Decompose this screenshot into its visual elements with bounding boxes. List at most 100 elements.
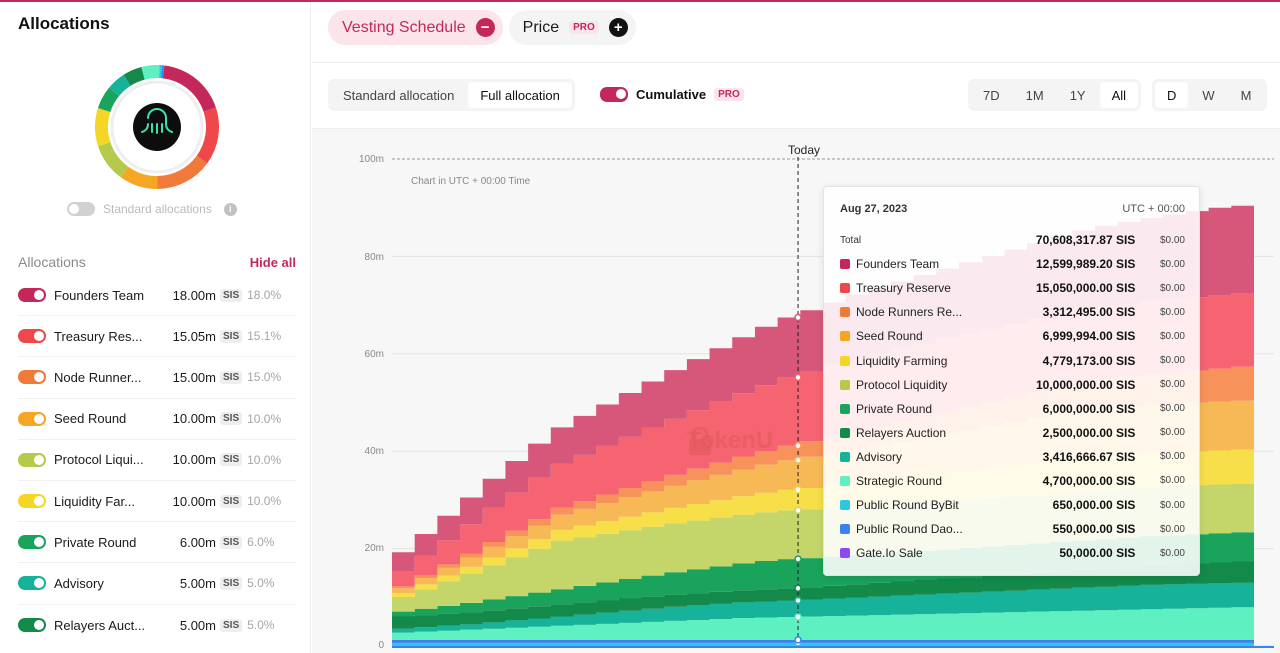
range-all[interactable]: All [1099, 82, 1139, 108]
area-series-advisory[interactable] [392, 582, 1254, 633]
tooltip-series-name: Total [840, 234, 862, 246]
hide-all-link[interactable]: Hide all [249, 254, 296, 270]
allocation-toggle[interactable] [18, 329, 46, 344]
allocation-toggle[interactable] [18, 535, 46, 550]
cumulative-toggle[interactable]: Cumulative PRO [600, 87, 744, 102]
donut-segment[interactable] [161, 65, 165, 79]
allocation-row[interactable]: Founders Team 18.00m SIS 18.0% [18, 275, 296, 317]
range-1y[interactable]: 1Y [1069, 87, 1086, 103]
donut-segment[interactable] [162, 65, 216, 112]
allocation-percent: 18.0% [247, 288, 282, 303]
series-marker [794, 596, 802, 605]
tooltip-header: Aug 27, 2023 UTC + 00:00 [840, 203, 1185, 215]
tooltip-usd: $0.00 [1159, 451, 1185, 463]
allocation-toggle[interactable] [18, 370, 46, 385]
tab-price[interactable]: Price PRO + [508, 10, 636, 45]
allocation-mode-switch: Standard allocation Full allocation [328, 79, 575, 111]
full-allocation-option[interactable]: Full allocation [468, 82, 572, 108]
donut-segment[interactable] [97, 87, 120, 112]
info-icon[interactable]: i [223, 202, 237, 216]
series-marker [794, 506, 802, 515]
standard-allocations-toggle[interactable]: Standard allocations i [67, 202, 237, 216]
allocation-toggle[interactable] [18, 494, 46, 509]
series-swatch [840, 403, 850, 414]
series-swatch [840, 307, 850, 318]
tooltip-row: Treasury Reserve 15,050,000.00 SIS $0.00 [840, 276, 1185, 300]
range-7d[interactable]: 7D [983, 87, 1000, 103]
allocation-row[interactable]: Treasury Res... 15.05m SIS 15.1% [18, 316, 296, 358]
allocation-donut[interactable] [88, 58, 226, 196]
interval-week[interactable]: W [1202, 87, 1215, 103]
allocation-row[interactable]: Relayers Auct... 5.00m SIS 5.0% [18, 605, 296, 646]
allocation-toggle[interactable] [18, 452, 46, 467]
donut-segment[interactable] [109, 74, 131, 96]
donut-segment[interactable] [120, 166, 158, 189]
allocation-row[interactable]: Seed Round 10.00m SIS 10.0% [18, 399, 296, 440]
range-selector: 7D 1M 1Y All [968, 79, 1142, 111]
area-series-public-round-buybit[interactable] [392, 642, 1254, 646]
tooltip-rows: Total 70,608,317.87 SIS $0.00 Founders Team… [840, 228, 1185, 565]
series-swatch [840, 355, 850, 366]
area-series-strategic-round[interactable] [392, 607, 1254, 640]
tooltip-usd: $0.00 [1159, 499, 1185, 511]
allocation-row[interactable]: Advisory 5.00m SIS 5.0% [18, 563, 296, 605]
series-swatch [840, 451, 850, 462]
plus-icon[interactable]: + [608, 18, 628, 37]
token-badge: SIS [220, 288, 243, 302]
minus-icon[interactable]: − [475, 18, 495, 37]
donut-segment[interactable] [141, 65, 160, 80]
interval-month[interactable]: M [1240, 87, 1252, 103]
allocation-row[interactable]: Protocol Liqui... 10.00m SIS 10.0% [18, 440, 296, 481]
tooltip-usd: $0.00 [1159, 258, 1185, 270]
donut-segment[interactable] [159, 65, 163, 79]
allocation-percent: 15.0% [247, 370, 282, 385]
allocation-row[interactable]: Private Round 6.00m SIS 6.0% [18, 522, 296, 564]
tooltip-row: Liquidity Farming 4,779,173.00 SIS $0.00 [840, 348, 1185, 372]
tooltip-series-name: Gate.Io Sale [856, 546, 923, 561]
allocations-list-header: Allocations Hide all [18, 254, 296, 270]
tooltip-amount: 6,999,994.00 SIS [1042, 329, 1136, 344]
tooltip-amount: 12,599,989.20 SIS [1035, 257, 1136, 272]
allocation-row[interactable]: Liquidity Far... 10.00m SIS 10.0% [18, 481, 296, 523]
interval-day[interactable]: D [1155, 82, 1189, 108]
donut-segment[interactable] [95, 107, 111, 147]
cumulative-switch[interactable] [600, 87, 628, 102]
allocation-percent: 5.0% [247, 576, 275, 591]
pro-badge: PRO [569, 21, 599, 34]
allocation-toggle[interactable] [18, 411, 46, 426]
allocation-row[interactable]: Node Runner... 15.00m SIS 15.0% [18, 357, 296, 399]
allocation-name: Advisory [54, 575, 104, 591]
tooltip-row: Seed Round 6,999,994.00 SIS $0.00 [840, 324, 1185, 348]
tooltip-usd: $0.00 [1159, 427, 1185, 439]
tooltip-total-row: Total 70,608,317.87 SIS $0.00 [840, 228, 1185, 252]
donut-segment[interactable] [123, 66, 145, 86]
donut-segment[interactable] [196, 107, 219, 164]
allocation-toggle[interactable] [18, 288, 46, 303]
tooltip-series-name: Node Runners Re... [856, 305, 963, 320]
y-tick-label: 80m [364, 252, 384, 263]
vesting-chart[interactable]: Today Chart in UTC + 00:00 Time 100m 80m… [312, 129, 1280, 653]
donut-segment[interactable] [98, 142, 129, 178]
allocation-name: Treasury Res... [54, 328, 143, 344]
tooltip-amount: 4,779,173.00 SIS [1042, 353, 1136, 368]
tooltip-usd: $0.00 [1159, 355, 1185, 367]
tooltip-amount: 4,700,000.00 SIS [1042, 473, 1136, 488]
standard-allocation-option[interactable]: Standard allocation [343, 87, 455, 103]
tooltip-usd: $0.00 [1159, 547, 1185, 559]
range-1m[interactable]: 1M [1025, 87, 1044, 103]
area-series-public-round-dao[interactable] [392, 639, 1254, 643]
donut-segment[interactable] [157, 155, 208, 189]
allocation-percent: 10.0% [247, 452, 282, 467]
donut-segment[interactable] [162, 65, 165, 79]
allocation-toggle[interactable] [18, 576, 46, 591]
toggle-switch[interactable] [67, 202, 95, 216]
allocation-toggle[interactable] [18, 618, 46, 633]
series-marker [794, 373, 802, 382]
tab-vesting-schedule[interactable]: Vesting Schedule − [328, 10, 503, 45]
tooltip-row: Node Runners Re... 3,312,495.00 SIS $0.00 [840, 300, 1185, 324]
area-series-relayers-auction[interactable] [392, 561, 1254, 629]
tooltip-amount: 50,000.00 SIS [1059, 546, 1136, 561]
token-badge: SIS [220, 329, 243, 343]
tooltip-amount: 650,000.00 SIS [1052, 498, 1136, 513]
tooltip-usd: $0.00 [1159, 379, 1185, 391]
